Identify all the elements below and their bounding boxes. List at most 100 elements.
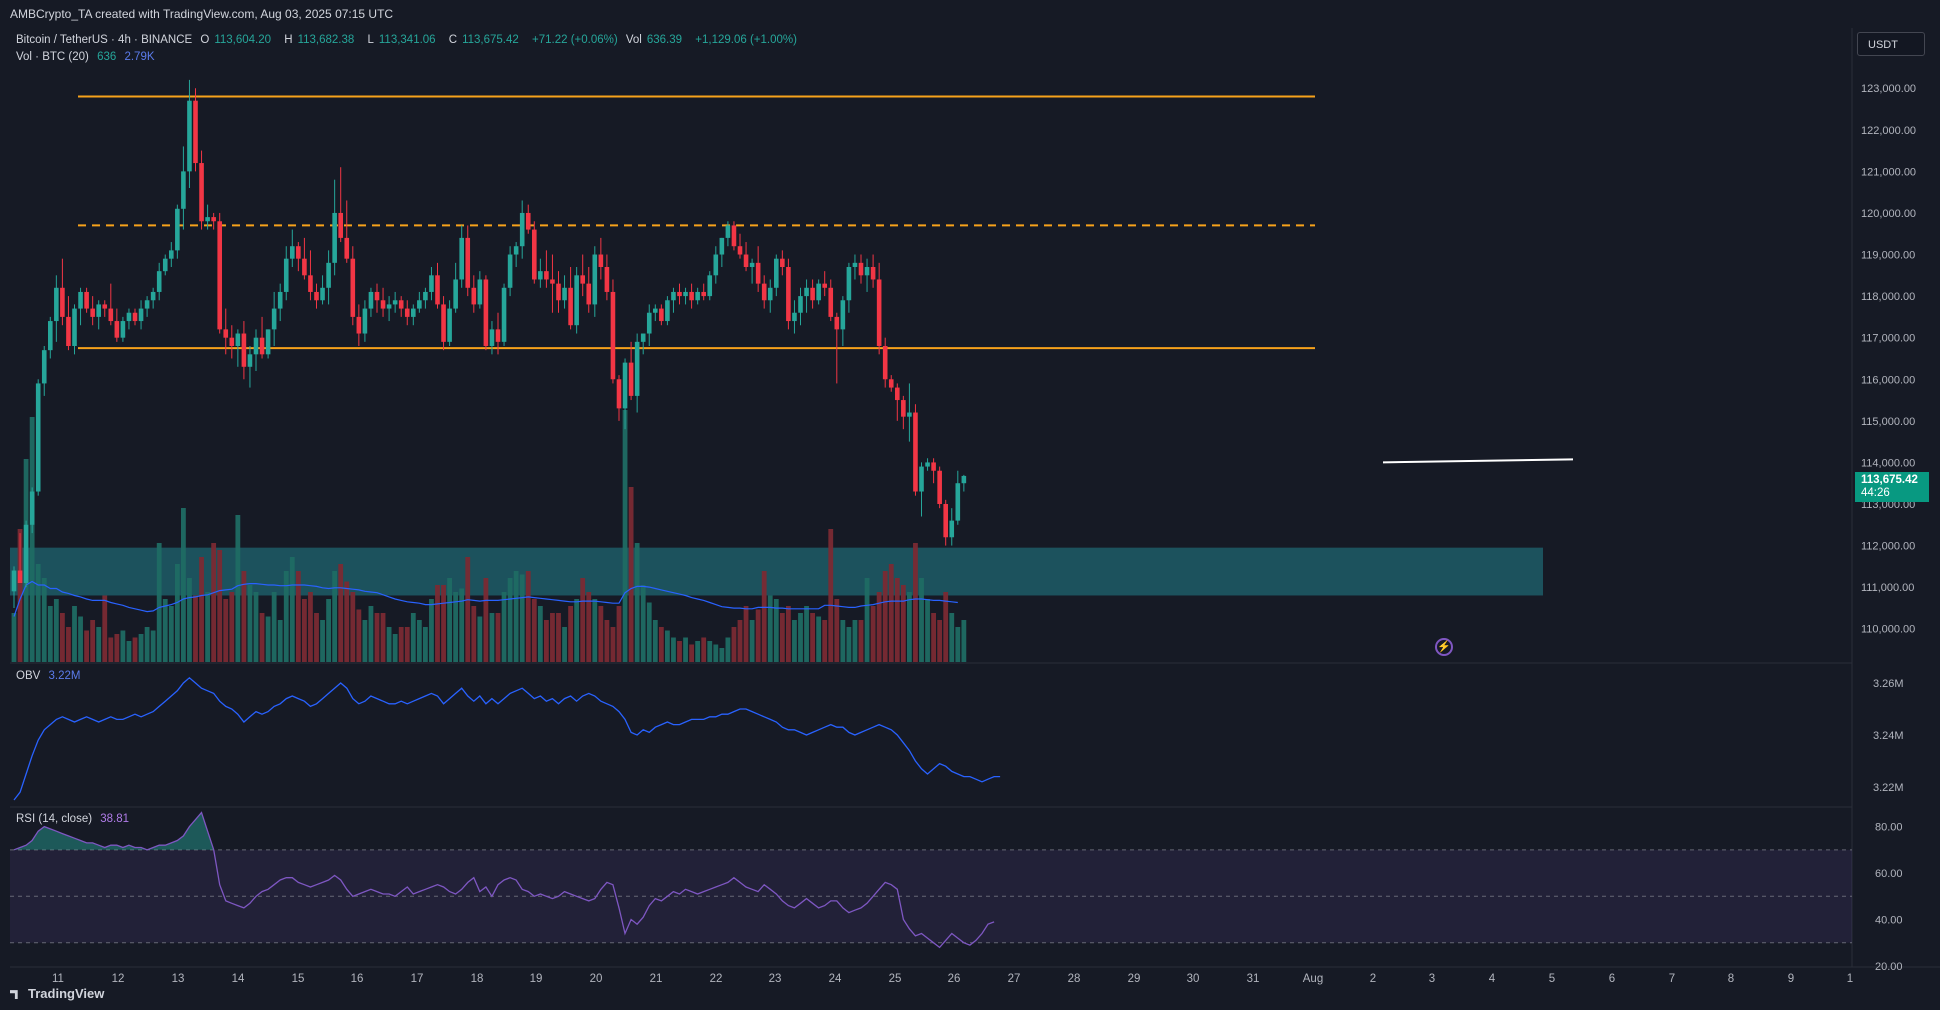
obv-legend[interactable]: OBV 3.22M xyxy=(16,670,85,682)
candle-body xyxy=(665,300,670,322)
currency-button[interactable]: USDT xyxy=(1857,32,1925,56)
candle-body xyxy=(247,354,253,367)
obv-label[interactable]: OBV xyxy=(16,670,41,682)
volume-bar xyxy=(277,620,283,662)
candle xyxy=(17,533,23,583)
candle-body xyxy=(54,287,59,322)
candle-body xyxy=(786,267,791,322)
candle xyxy=(326,250,331,305)
volume-bar xyxy=(368,606,374,662)
rsi-label[interactable]: RSI (14, close) xyxy=(16,813,93,825)
candle xyxy=(780,250,785,276)
volume-bar xyxy=(592,599,598,662)
obv-tick-label: 3.22M xyxy=(1873,782,1904,794)
symbol-name[interactable]: Bitcoin / TetherUS · 4h · BINANCE xyxy=(16,34,193,46)
candle-body xyxy=(640,333,646,342)
candle xyxy=(253,329,259,371)
volume-bar xyxy=(767,595,773,662)
candle xyxy=(217,212,222,334)
candle-body xyxy=(882,346,888,380)
volume-bar xyxy=(447,578,452,662)
candle xyxy=(586,267,592,313)
rsi-legend[interactable]: RSI (14, close) 38.81 xyxy=(16,813,134,825)
volume-bar xyxy=(598,606,604,662)
candle xyxy=(774,254,779,297)
price-tick-label: 121,000.00 xyxy=(1861,166,1916,178)
volume-bar xyxy=(689,644,694,662)
volume-bar xyxy=(477,616,483,662)
candle xyxy=(447,300,452,346)
volume-bar xyxy=(513,571,519,662)
volume-bar xyxy=(900,585,906,662)
vol-value: 636.39 xyxy=(646,34,683,46)
candle xyxy=(816,279,821,305)
candle xyxy=(725,221,731,247)
candle-body xyxy=(780,258,785,267)
candle-body xyxy=(144,300,150,309)
symbol-legend[interactable]: Bitcoin / TetherUS · 4h · BINANCE O 113,6… xyxy=(16,34,802,46)
volume-bar xyxy=(937,620,943,662)
volume-bar xyxy=(126,641,132,662)
candle xyxy=(882,337,888,388)
volume-bar xyxy=(888,564,894,662)
volume-bar xyxy=(719,648,725,662)
candle-body xyxy=(108,308,114,322)
candle xyxy=(187,79,192,188)
candle-body xyxy=(828,287,834,317)
volume-bar xyxy=(628,487,634,662)
volume-bar xyxy=(562,627,567,662)
volume-bar xyxy=(761,571,767,662)
candle xyxy=(943,499,948,546)
volume-bar xyxy=(773,599,779,662)
volume-bar xyxy=(138,634,144,662)
candle xyxy=(604,254,610,301)
volume-bar xyxy=(441,585,446,662)
volume-bar xyxy=(798,613,803,662)
close-value: 113,675.42 xyxy=(462,34,519,46)
candle xyxy=(120,316,126,342)
candle xyxy=(713,246,719,284)
candle xyxy=(677,283,682,305)
candle-body xyxy=(804,287,809,297)
volume-bar xyxy=(217,550,223,662)
candle xyxy=(229,325,235,359)
time-tick-label: 29 xyxy=(1128,973,1141,985)
volume-bar xyxy=(289,557,295,662)
candle xyxy=(398,296,404,317)
volume-bar xyxy=(755,609,761,662)
tradingview-logo[interactable]: TradingView xyxy=(10,986,104,1001)
volume-bar xyxy=(193,595,198,662)
volume-bar xyxy=(870,606,876,662)
lightning-icon[interactable]: ⚡ xyxy=(1435,638,1453,656)
candle-body xyxy=(495,329,501,342)
rsi-tick-label: 60.00 xyxy=(1875,868,1903,880)
volume-legend[interactable]: Vol · BTC (20) 636 2.79K xyxy=(16,51,160,63)
time-tick-label: 2 xyxy=(1370,973,1376,985)
candle xyxy=(11,566,17,608)
time-tick-label: 5 xyxy=(1549,973,1555,985)
candle-body xyxy=(320,287,325,301)
volume-indicator-label[interactable]: Vol · BTC (20) xyxy=(16,51,89,63)
volume-bar xyxy=(822,620,828,662)
price-tick-label: 112,000.00 xyxy=(1861,541,1915,553)
volume-bar xyxy=(398,627,404,662)
volume-bar xyxy=(11,613,17,662)
candle-body xyxy=(17,570,23,583)
candle xyxy=(423,287,428,309)
candle-body xyxy=(610,291,616,380)
candle-body xyxy=(229,337,235,346)
rsi-overbought-fill xyxy=(14,812,995,850)
candle-body xyxy=(538,271,543,280)
candle xyxy=(798,287,803,326)
volume-bar xyxy=(41,578,47,662)
candle xyxy=(320,275,325,305)
candle xyxy=(550,254,555,313)
volume-bar xyxy=(90,620,96,662)
candle-body xyxy=(659,308,664,322)
candle xyxy=(356,304,362,346)
candle-body xyxy=(616,379,622,409)
candle-body xyxy=(84,291,89,309)
candle-body xyxy=(792,312,797,322)
volume-bar xyxy=(495,613,501,662)
